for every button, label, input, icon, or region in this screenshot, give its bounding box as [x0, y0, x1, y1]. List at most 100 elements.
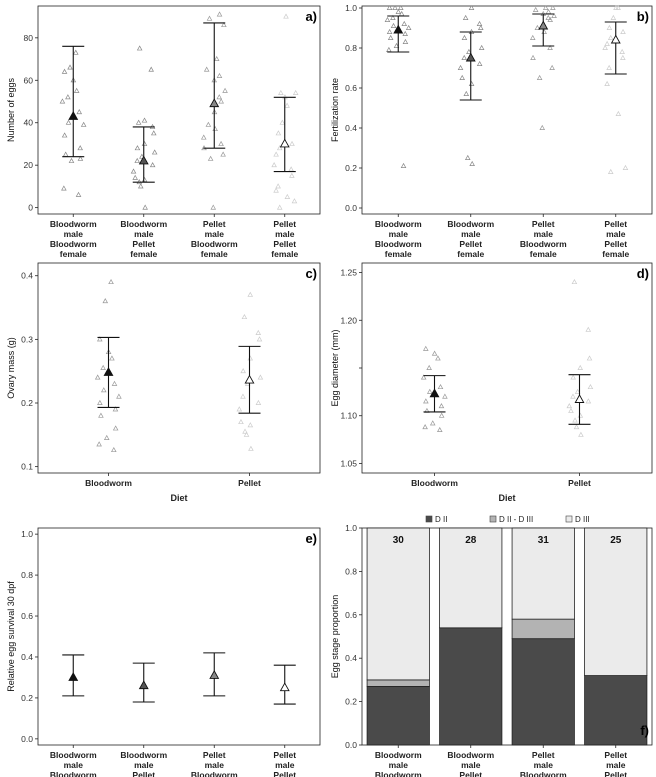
data-point — [426, 364, 432, 370]
data-point — [545, 8, 552, 14]
panel-frame — [361, 527, 653, 746]
data-point — [549, 64, 555, 70]
data-point — [461, 54, 468, 60]
data-point — [61, 132, 68, 138]
data-point — [289, 172, 295, 178]
panel-b: 0.0 0.2 0.4 0.6 0.8 1.0 Fertilization rate b) Bl… — [330, 3, 653, 259]
data-point — [97, 336, 103, 342]
x-tick-label: Pellet — [568, 478, 591, 488]
bar-count-label: 25 — [610, 535, 622, 546]
legend-label: D III — [575, 515, 590, 524]
data-point — [534, 24, 541, 30]
x-tick-label: Pellet — [532, 750, 555, 760]
data-point — [550, 4, 556, 10]
y-tick-label: 60 — [24, 75, 34, 85]
data-point — [98, 412, 104, 418]
data-point — [420, 374, 427, 380]
y-tick-label: 0.8 — [345, 566, 357, 576]
x-tick-label: male — [534, 760, 554, 770]
data-point — [607, 34, 614, 40]
data-point — [77, 155, 84, 161]
data-point — [103, 434, 110, 440]
data-point — [96, 441, 102, 447]
data-point — [141, 117, 148, 123]
panel-label: d) — [637, 266, 649, 281]
data-point — [539, 124, 546, 130]
y-tick-label: 0.0 — [345, 203, 357, 213]
x-tick-label: Bloodworm — [520, 770, 567, 777]
x-tick-label: Pellet — [459, 770, 482, 777]
data-point — [607, 168, 614, 174]
bar-segment — [511, 638, 575, 746]
panel-frame — [37, 5, 321, 215]
data-point — [291, 198, 298, 204]
data-point — [547, 44, 553, 50]
data-point — [402, 38, 409, 44]
data-point — [606, 24, 613, 30]
x-tick-label: Pellet — [132, 770, 155, 777]
data-point — [573, 424, 580, 430]
panel-d: 1.05 1.10 1.20 1.25 Egg diameter (mm) d) Blood… — [330, 262, 653, 503]
data-point — [241, 313, 248, 320]
y-tick-label: 0.6 — [345, 610, 357, 620]
data-point — [397, 4, 404, 10]
panel-label: e) — [305, 531, 317, 546]
data-point — [275, 183, 281, 189]
x-tick-label: Bloodworm — [85, 478, 132, 488]
data-point — [578, 431, 584, 437]
data-point — [613, 4, 619, 10]
data-point — [248, 445, 254, 451]
x-tick-label: Pellet — [203, 219, 226, 229]
data-point — [236, 406, 243, 412]
data-point — [585, 326, 592, 332]
data-point — [111, 380, 118, 386]
panel-c: 0.1 0.2 0.3 0.4 Ovary mass (g) c) Bloodworm Pel… — [6, 262, 321, 503]
y-tick-label: 0.6 — [21, 611, 33, 621]
data-point — [108, 278, 114, 285]
y-tick-label: 80 — [24, 33, 34, 43]
x-tick-label: male — [134, 229, 154, 239]
y-tick-label: 0.4 — [21, 271, 33, 281]
data-point — [577, 412, 584, 418]
data-point — [218, 98, 224, 104]
x-tick-label: male — [275, 760, 295, 770]
bar-segment — [511, 527, 575, 620]
y-tick-label: 0.6 — [345, 83, 357, 93]
x-tick-label: male — [461, 229, 481, 239]
x-tick-label: Pellet — [273, 770, 296, 777]
data-point — [67, 64, 73, 70]
bar-count-label: 31 — [538, 535, 550, 546]
data-point — [72, 49, 79, 55]
data-point — [571, 278, 578, 285]
y-tick-label: 0.0 — [21, 734, 33, 744]
x-tick-label: female — [602, 249, 629, 259]
y-tick-label: 0.2 — [345, 697, 357, 707]
x-tick-label: Pellet — [604, 219, 627, 229]
data-point — [279, 119, 286, 125]
data-point — [213, 55, 220, 62]
bar-count-label: 30 — [393, 535, 405, 546]
data-point — [112, 406, 119, 412]
x-tick-label: Bloodworm — [520, 239, 567, 249]
bar-segment — [584, 527, 648, 676]
data-point — [218, 140, 224, 146]
x-tick-label: Pellet — [132, 239, 155, 249]
data-point — [405, 24, 412, 30]
data-point — [110, 446, 117, 453]
data-point — [619, 48, 625, 54]
data-point — [459, 74, 465, 80]
data-point — [622, 164, 629, 170]
mean-marker — [574, 394, 585, 403]
data-point — [442, 393, 448, 399]
panel-frame — [37, 527, 321, 746]
data-point — [112, 425, 119, 431]
x-tick-label: Pellet — [273, 219, 296, 229]
data-point — [284, 193, 291, 199]
y-tick-label: 0.3 — [21, 334, 33, 344]
data-point — [73, 87, 80, 93]
data-point — [205, 121, 212, 127]
x-tick-label: Pellet — [604, 770, 627, 777]
y-tick-label: 1.0 — [21, 529, 33, 539]
data-point — [468, 4, 475, 10]
data-point — [150, 130, 157, 136]
